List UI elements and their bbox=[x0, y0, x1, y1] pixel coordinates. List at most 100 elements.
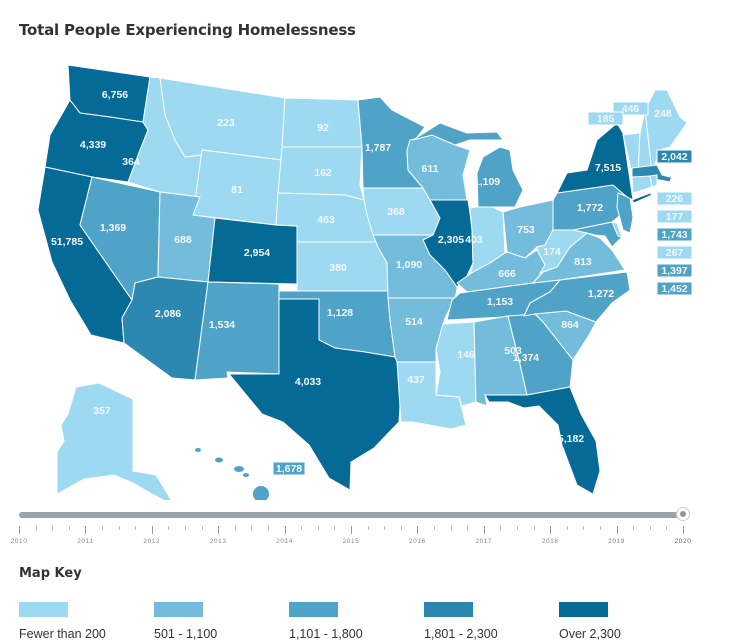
year-label-2020[interactable]: 2020 bbox=[674, 538, 692, 545]
state-value-ct: 226 bbox=[666, 193, 684, 205]
map-key-swatch bbox=[19, 602, 68, 617]
state-ny[interactable] bbox=[631, 192, 653, 204]
map-key-label: 1,101 - 1,800 bbox=[289, 627, 363, 641]
minor-tick bbox=[367, 526, 369, 530]
state-value-box-de: 267 bbox=[656, 245, 693, 260]
year-slider[interactable]: 2010 2011 2012 2013 2014 2015 2016 2017 2018 2019… bbox=[11, 507, 692, 549]
state-value-oh: 753 bbox=[517, 224, 535, 236]
state-value-dc: 1,452 bbox=[661, 283, 687, 295]
state-value-box-dc: 1,452 bbox=[656, 281, 693, 296]
state-ny[interactable] bbox=[556, 122, 634, 201]
year-label-2018[interactable]: 2018 bbox=[541, 538, 559, 545]
state-value-wi: 611 bbox=[422, 163, 439, 175]
state-la[interactable] bbox=[396, 361, 467, 430]
year-tick bbox=[616, 526, 618, 534]
state-value-wa: 6,756 bbox=[102, 89, 128, 101]
state-value-co: 2,954 bbox=[244, 247, 270, 259]
year-tick bbox=[85, 526, 87, 534]
state-value-box-ma: 2,042 bbox=[656, 149, 693, 164]
year-label-2010[interactable]: 2010 bbox=[10, 538, 28, 545]
state-value-nd: 92 bbox=[317, 122, 329, 134]
state-value-ia: 368 bbox=[387, 206, 405, 218]
minor-tick bbox=[400, 526, 402, 530]
map-key-title: Map Key bbox=[19, 566, 82, 581]
state-value-nv: 1,369 bbox=[100, 222, 126, 234]
state-value-me: 248 bbox=[654, 108, 672, 120]
map-key-swatch bbox=[289, 602, 338, 617]
year-label-2014[interactable]: 2014 bbox=[276, 538, 294, 545]
map-key-item: 501 - 1,100 bbox=[154, 602, 217, 641]
year-label-2013[interactable]: 2013 bbox=[209, 538, 227, 545]
year-label-2012[interactable]: 2012 bbox=[143, 538, 161, 545]
state-value-ak: 357 bbox=[93, 405, 111, 417]
state-value-ok: 1,128 bbox=[327, 307, 353, 319]
state-mi[interactable] bbox=[412, 122, 504, 146]
state-value-va: 813 bbox=[574, 256, 592, 268]
state-mi[interactable] bbox=[476, 146, 524, 208]
page-title: Total People Experiencing Homelessness bbox=[19, 21, 356, 39]
state-value-box-nh: 185 bbox=[587, 111, 624, 126]
state-ms[interactable] bbox=[435, 321, 477, 407]
state-value-wy: 81 bbox=[231, 184, 243, 196]
minor-tick bbox=[185, 526, 186, 530]
state-tx[interactable] bbox=[227, 298, 404, 491]
minor-tick bbox=[517, 526, 518, 530]
year-label-2016[interactable]: 2016 bbox=[408, 538, 426, 545]
state-nm[interactable] bbox=[194, 281, 280, 381]
state-fl[interactable] bbox=[484, 386, 601, 495]
state-value-ny: 7,515 bbox=[595, 162, 621, 174]
minor-tick bbox=[334, 526, 336, 530]
minor-tick bbox=[649, 526, 651, 530]
state-value-box-ri: 177 bbox=[656, 209, 693, 224]
state-ri[interactable] bbox=[649, 174, 658, 188]
year-label-2015[interactable]: 2015 bbox=[342, 538, 360, 545]
year-label-2019[interactable]: 2019 bbox=[608, 538, 626, 545]
state-value-box-hi: 1,678 bbox=[272, 461, 306, 476]
state-wv[interactable] bbox=[536, 229, 589, 274]
state-value-az: 2,086 bbox=[155, 308, 181, 320]
map-key-item: 1,101 - 1,800 bbox=[289, 602, 363, 641]
state-az[interactable] bbox=[121, 276, 209, 381]
state-value-ne: 463 bbox=[317, 214, 335, 226]
state-value-wv: 174 bbox=[543, 246, 561, 258]
state-value-box-md: 1,397 bbox=[656, 263, 693, 278]
state-ct[interactable] bbox=[631, 175, 653, 194]
state-hi[interactable] bbox=[195, 448, 201, 452]
year-tick bbox=[284, 526, 286, 534]
minor-tick bbox=[234, 526, 236, 530]
state-nc[interactable] bbox=[523, 271, 631, 323]
state-hi[interactable] bbox=[243, 473, 249, 477]
map-key-item: Fewer than 200 bbox=[19, 602, 106, 641]
map-key-item: Over 2,300 bbox=[559, 602, 621, 641]
state-value-ms: 146 bbox=[457, 349, 475, 361]
minor-tick bbox=[450, 526, 452, 530]
minor-tick bbox=[384, 526, 386, 530]
state-value-fl: 5,182 bbox=[558, 433, 584, 445]
map-key-label: Over 2,300 bbox=[559, 627, 621, 641]
state-me[interactable] bbox=[644, 89, 688, 173]
state-value-ma: 2,042 bbox=[661, 151, 687, 163]
slider-handle[interactable] bbox=[676, 507, 690, 521]
state-de[interactable] bbox=[611, 221, 623, 238]
minor-tick bbox=[467, 526, 469, 530]
map-key-swatch bbox=[559, 602, 608, 617]
state-value-ks: 380 bbox=[329, 262, 347, 274]
state-hi[interactable] bbox=[253, 486, 269, 500]
map-key-label: 1,801 - 2,300 bbox=[424, 627, 498, 641]
state-ak[interactable] bbox=[56, 382, 175, 500]
minor-tick bbox=[533, 526, 535, 530]
state-hi[interactable] bbox=[234, 466, 244, 472]
year-tick bbox=[351, 526, 352, 534]
year-label-2011[interactable]: 2011 bbox=[77, 538, 94, 545]
slider-track[interactable] bbox=[19, 512, 685, 518]
us-choropleth-map: 6,756 4,339 51,785 1,369 364 223 81 688 2,954 2,0… bbox=[37, 64, 693, 500]
minor-tick bbox=[52, 526, 54, 530]
minor-tick bbox=[68, 526, 70, 530]
year-tick bbox=[19, 526, 20, 534]
year-label-2017[interactable]: 2017 bbox=[475, 538, 493, 545]
minor-tick bbox=[434, 526, 435, 530]
map-key-swatch bbox=[154, 602, 203, 617]
state-value-mt: 223 bbox=[217, 117, 235, 129]
year-tick bbox=[218, 526, 220, 534]
state-hi[interactable] bbox=[215, 457, 223, 463]
